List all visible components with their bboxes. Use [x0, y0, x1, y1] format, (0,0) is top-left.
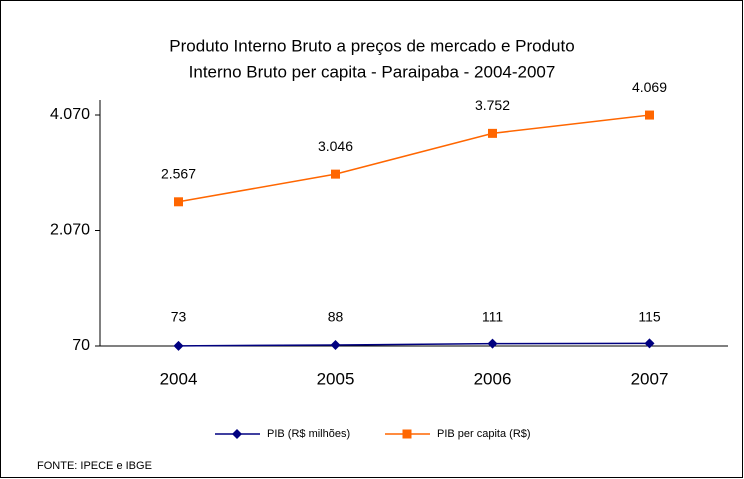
source-note: FONTE: IPECE e IBGE	[37, 460, 152, 472]
series-line	[178, 342, 650, 347]
chart-title: Produto Interno Bruto a preços de mercad…	[169, 36, 574, 55]
data-label: 88	[328, 309, 344, 325]
x-tick-label: 2006	[474, 369, 512, 388]
legend-label: PIB (R$ milhões)	[267, 428, 350, 440]
chart-title: Interno Bruto per capita - Paraipaba - 2…	[189, 62, 556, 81]
y-tick-label: 2.070	[50, 222, 90, 239]
marker	[331, 169, 340, 179]
y-tick-label: 70	[72, 337, 90, 354]
data-label: 3.752	[475, 97, 510, 113]
series-line	[178, 114, 650, 203]
data-label: 2.567	[161, 166, 196, 182]
x-tick-label: 2004	[160, 369, 198, 388]
x-tick-label: 2005	[317, 369, 355, 388]
marker	[487, 338, 498, 349]
legend-label: PIB per capita (R$)	[437, 428, 531, 440]
marker	[330, 339, 341, 350]
legend-marker	[402, 429, 412, 439]
data-label: 115	[638, 309, 661, 325]
marker	[173, 340, 184, 351]
data-label: 111	[482, 309, 503, 325]
data-label: 3.046	[318, 138, 353, 154]
data-label: 4.069	[632, 79, 667, 95]
marker	[174, 197, 183, 207]
legend-marker	[232, 429, 242, 439]
marker	[645, 110, 654, 120]
x-tick-label: 2007	[631, 369, 669, 388]
data-label: 73	[171, 309, 187, 325]
marker	[644, 338, 655, 349]
y-tick-label: 4.070	[50, 106, 90, 123]
marker	[488, 128, 497, 138]
